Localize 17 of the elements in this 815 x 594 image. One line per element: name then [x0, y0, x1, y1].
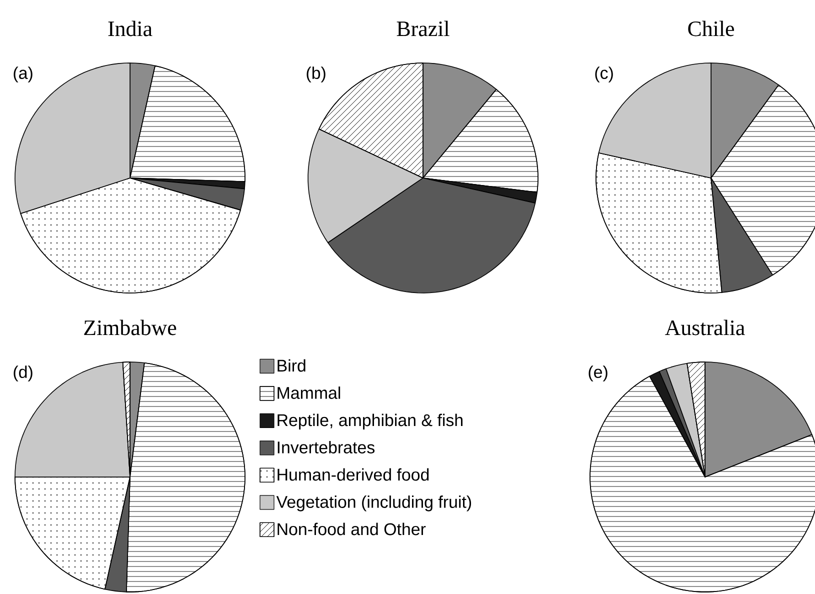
- chart-title: Brazil: [396, 20, 450, 36]
- legend-label: Reptile, amphibian & fish: [278, 414, 462, 430]
- legend-label: Human-derived food: [278, 468, 429, 481]
- text: (c): [595, 66, 613, 82]
- legend-label: Invertebrates: [278, 441, 375, 454]
- legend-label: Mammal: [278, 386, 340, 399]
- text: (b): [306, 66, 326, 82]
- text: (a): [14, 66, 32, 82]
- legend-label: Vegetation (including fruit): [276, 496, 472, 512]
- text: (d): [14, 366, 32, 382]
- chart-title: Australia: [665, 320, 745, 336]
- chart-title: Zimbabwe: [84, 320, 176, 336]
- chart-title: India: [108, 20, 152, 36]
- text: (e): [588, 366, 608, 382]
- legend-label: Non-food and Other: [278, 522, 426, 536]
- legend-label: Bird: [278, 359, 306, 372]
- chart-title: Chile: [688, 20, 734, 36]
